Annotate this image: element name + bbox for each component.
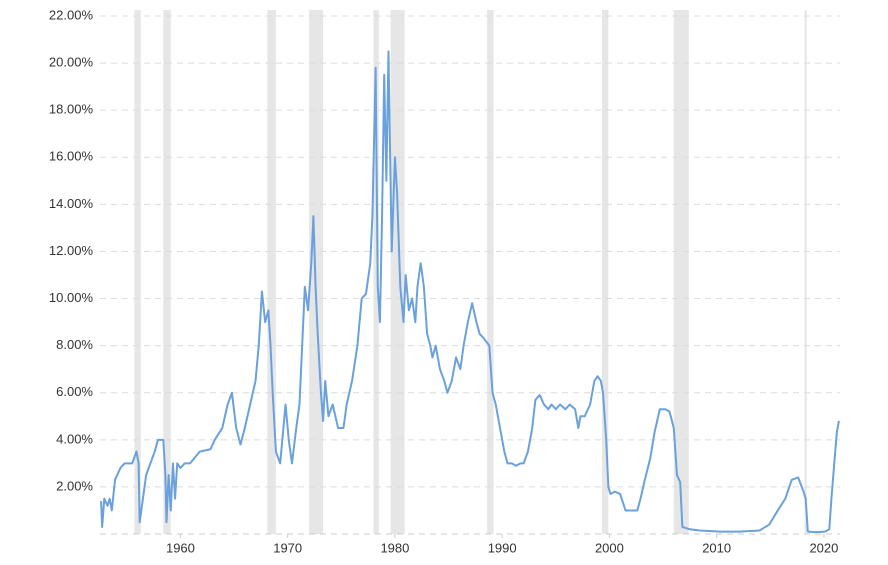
y-tick-label: 12.00% [49,243,94,258]
x-tick-label: 1970 [273,540,302,555]
y-tick-label: 20.00% [49,55,94,70]
x-tick-label: 1990 [488,540,517,555]
recession-band [804,10,807,534]
y-tick-label: 4.00% [56,431,93,446]
recession-band [134,10,141,534]
x-tick-label: 1980 [380,540,409,555]
recession-band [267,10,276,534]
x-tick-label: 2000 [595,540,624,555]
y-tick-label: 8.00% [56,337,93,352]
x-tick-label: 2010 [702,540,731,555]
recession-band [601,10,609,534]
y-tick-label: 14.00% [49,196,94,211]
rate-line [100,50,840,534]
recession-band [673,10,689,534]
y-tick-label: 16.00% [49,149,94,164]
y-tick-label: 6.00% [56,384,93,399]
recession-band [373,10,379,534]
y-tick-label: 2.00% [56,478,93,493]
recession-band [390,10,405,534]
x-tick-label: 1960 [166,540,195,555]
recession-band [487,10,494,534]
recession-band [163,10,171,534]
x-tick-label: 2020 [809,540,838,555]
y-tick-label: 18.00% [49,102,94,117]
y-tick-label: 10.00% [49,290,94,305]
y-tick-label: 22.00% [49,7,94,22]
